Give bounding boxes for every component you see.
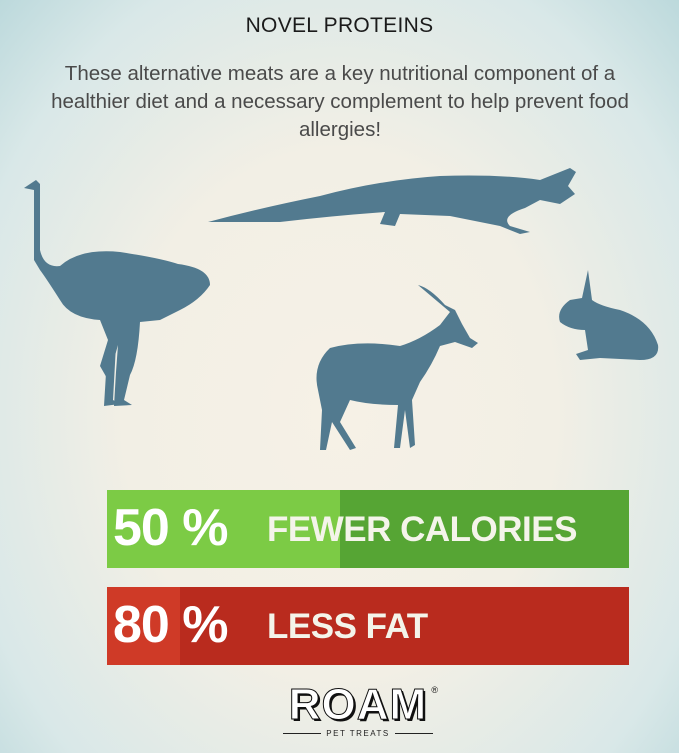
animal-silhouettes xyxy=(24,168,659,450)
crocodile-icon xyxy=(208,168,576,234)
page-title: NOVEL PROTEINS xyxy=(245,14,434,37)
bar-fill xyxy=(107,587,629,665)
rabbit-icon xyxy=(559,270,659,360)
roam-logo: ROAM ® PET TREATS xyxy=(278,680,438,738)
logo-tagline-row: PET TREATS xyxy=(278,729,438,738)
divider xyxy=(283,732,322,735)
page-subtitle: These alternative meats are a key nutrit… xyxy=(51,62,629,141)
gazelle-icon xyxy=(316,285,478,450)
logo-tagline: PET TREATS xyxy=(326,729,390,738)
bar-highlight xyxy=(107,490,340,568)
stat-bar-fat: 80 % LESS FAT xyxy=(107,587,629,665)
registered-mark: ® xyxy=(431,685,438,695)
ostrich-icon xyxy=(24,180,210,406)
stat-label: FEWER CALORIES xyxy=(267,510,577,549)
divider xyxy=(394,732,433,735)
stat-percent: 80 % xyxy=(113,596,229,654)
bar-highlight xyxy=(107,587,180,665)
logo-brand: ROAM xyxy=(288,680,428,729)
stat-label: LESS FAT xyxy=(267,607,428,646)
stat-bar-calories: 50 % FEWER CALORIES xyxy=(107,490,629,568)
stat-percent: 50 % xyxy=(113,499,229,557)
